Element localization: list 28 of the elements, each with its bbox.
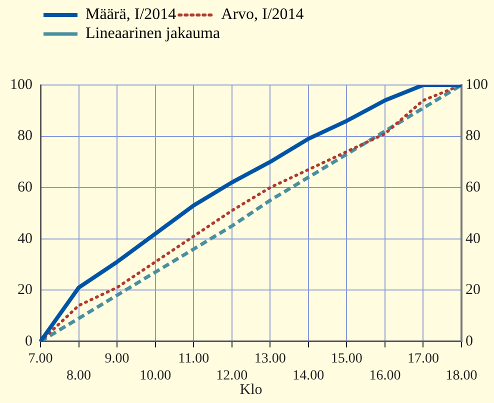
x-tick-label: 7.00 [28,351,53,366]
x-tick-label: 11.00 [178,351,210,366]
y2-tick-label: 0 [466,333,473,350]
x-tick-label: 18.00 [446,368,478,384]
x-tick-label: 10.00 [140,368,172,384]
x-tick-label: 14.00 [292,368,324,384]
y-tick-label: 80 [18,128,32,144]
x-axis-title: Klo [240,382,262,398]
x-tick-label: 9.00 [104,351,130,366]
legend-label: Määrä, I/2014 [86,6,176,24]
y2-tick-label: 40 [466,230,480,247]
x-tick-label: 12.00 [216,368,248,384]
y2-tick-label: 100 [466,76,488,93]
legend-label: Lineaarinen jakauma [86,25,220,42]
x-tick-label: 8.00 [66,368,92,384]
y2-tick-label: 60 [466,179,480,196]
y-tick-label: 60 [18,179,32,196]
x-tick-label: 16.00 [369,368,401,384]
y-tick-label: 40 [18,230,32,247]
x-tick-label: 17.00 [407,351,439,366]
x-tick-label: 15.00 [330,351,362,366]
y2-tick-label: 20 [466,282,480,298]
y-tick-label: 100 [10,76,32,93]
y-tick-label: 20 [18,282,32,298]
x-tick-label: 13.00 [254,351,286,366]
legend-label: Arvo, I/2014 [221,6,304,24]
y-tick-label: 0 [25,333,32,350]
y2-tick-label: 80 [466,128,480,144]
